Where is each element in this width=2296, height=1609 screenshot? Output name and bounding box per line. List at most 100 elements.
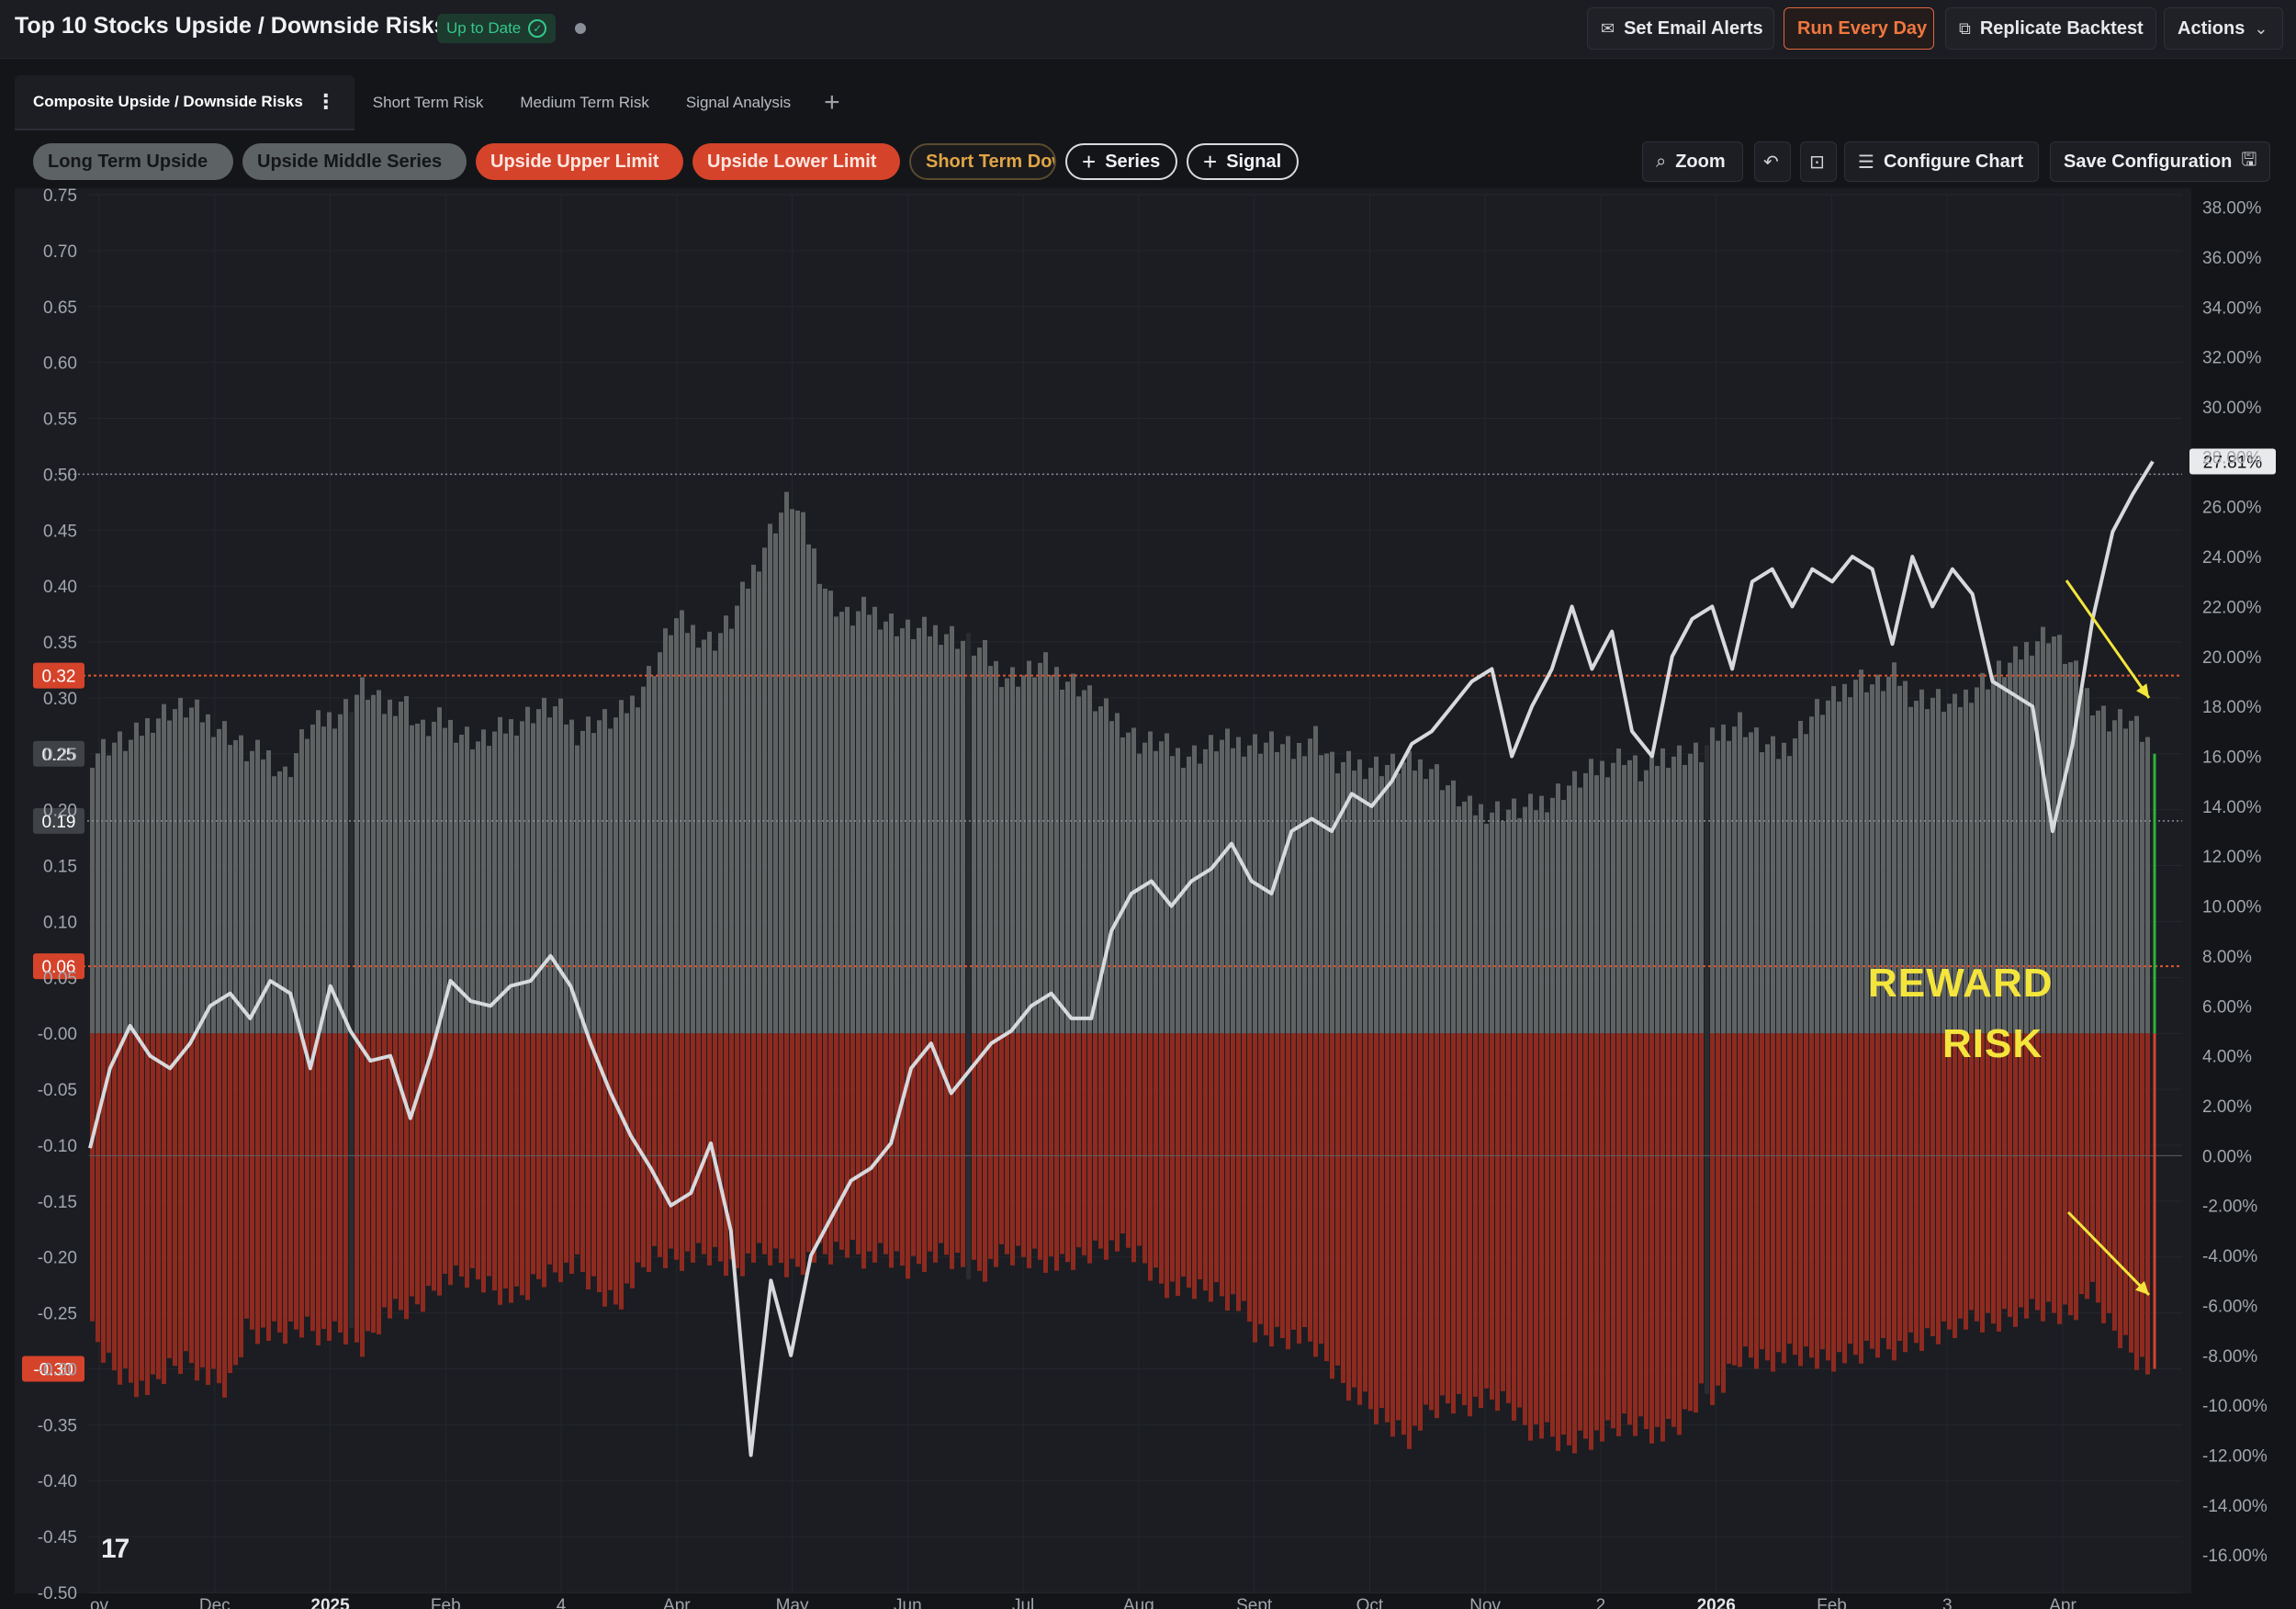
upside-bar <box>856 611 861 1034</box>
sliders-icon: ☰ <box>1858 152 1874 173</box>
downside-bar <box>586 1033 591 1290</box>
downside-bar <box>1302 1033 1307 1328</box>
upside-bar <box>1638 781 1643 1034</box>
downside-bar <box>1859 1033 1863 1364</box>
downside-bar <box>691 1033 695 1263</box>
upside-bar <box>1616 748 1621 1034</box>
tab-short-term-risk[interactable]: Short Term Risk <box>355 75 502 130</box>
downside-bar <box>465 1033 469 1288</box>
downside-bar <box>1958 1033 1963 1319</box>
downside-bar <box>1341 1033 1345 1383</box>
series-chip-short-term-dow[interactable]: Short Term Dow <box>909 143 1056 180</box>
configure-chart-button[interactable]: ☰ Configure Chart <box>1844 141 2039 182</box>
upside-bar <box>206 714 210 1034</box>
upside-bar <box>470 749 475 1034</box>
downside-bar <box>1473 1033 1478 1397</box>
downside-bar <box>481 1033 486 1293</box>
upside-bar <box>630 695 635 1034</box>
add-tab-icon[interactable]: + <box>824 87 840 118</box>
series-chip-upside-lower-limit[interactable]: Upside Lower Limit <box>692 143 900 180</box>
value-badge-label: -0.30 <box>33 1360 73 1379</box>
undo-button[interactable]: ↶ <box>1754 141 1791 182</box>
left-axis-tick: 0.35 <box>43 634 77 653</box>
upside-bar <box>366 699 370 1034</box>
actions-dropdown[interactable]: Actions ⌄ <box>2164 7 2283 50</box>
series-chip-long-term-upside[interactable]: Long Term Upside <box>33 143 233 180</box>
upside-bar <box>1727 740 1731 1034</box>
set-email-alerts-button[interactable]: ✉ Set Email Alerts <box>1587 7 1774 50</box>
upside-bar <box>591 733 596 1034</box>
series-chip-upside-middle[interactable]: Upside Middle Series <box>242 143 467 180</box>
upside-bar <box>288 777 293 1034</box>
upside-bar <box>503 733 508 1034</box>
x-axis-label: 2025 <box>310 1596 350 1609</box>
series-chip-upside-upper-limit[interactable]: Upside Upper Limit <box>476 143 683 180</box>
downside-bar <box>1269 1033 1274 1347</box>
downside-bar <box>1357 1033 1362 1405</box>
upside-bar <box>1374 756 1379 1034</box>
upside-bar <box>1754 727 1759 1034</box>
add-signal-button[interactable]: + Signal <box>1187 143 1299 180</box>
downside-bar <box>1517 1033 1522 1408</box>
upside-bar <box>1032 677 1037 1034</box>
upside-bar <box>2129 720 2133 1034</box>
downside-bar <box>1727 1033 1731 1364</box>
upside-bar <box>2145 737 2150 1034</box>
zoom-button[interactable]: ⌕ Zoom <box>1642 141 1743 182</box>
upside-bar <box>1170 756 1175 1034</box>
downside-bar <box>421 1033 425 1312</box>
downside-bar <box>746 1033 750 1254</box>
upside-bar <box>283 766 287 1034</box>
right-axis-tick: -8.00% <box>2202 1347 2257 1367</box>
save-configuration-button[interactable]: Save Configuration 🖫 <box>2050 141 2270 182</box>
downside-bar <box>1660 1033 1665 1442</box>
upside-bar <box>1986 689 1990 1034</box>
lock-button[interactable]: ⊡ <box>1800 141 1837 182</box>
upside-bar <box>1677 745 1682 1034</box>
downside-bar <box>2052 1033 2056 1313</box>
downside-bar <box>575 1033 580 1255</box>
upside-bar <box>118 731 122 1034</box>
downside-bar <box>101 1033 106 1363</box>
downside-bar <box>1137 1033 1142 1246</box>
add-signal-label: Signal <box>1226 151 1282 172</box>
upside-bar <box>955 648 960 1034</box>
replicate-backtest-button[interactable]: ⧉ Replicate Backtest <box>1945 7 2156 50</box>
tab-medium-term-risk[interactable]: Medium Term Risk <box>501 75 667 130</box>
downside-bar <box>1209 1033 1213 1302</box>
downside-bar <box>1142 1033 1147 1264</box>
downside-bar <box>178 1033 183 1374</box>
downside-bar <box>1908 1033 1913 1333</box>
upside-bar <box>1991 675 1996 1034</box>
upside-bar <box>382 714 387 1034</box>
upside-bar <box>2074 660 2078 1034</box>
upside-bar <box>1969 703 1974 1034</box>
upside-bar <box>845 606 850 1034</box>
upside-bar <box>1864 692 1869 1034</box>
upside-bar <box>1556 783 1560 1034</box>
x-axis-label: Feb <box>431 1596 461 1609</box>
run-every-day-button[interactable]: Run Every Day <box>1784 7 1934 50</box>
downside-bar <box>806 1033 811 1253</box>
downside-bar <box>2068 1033 2073 1316</box>
upside-bar <box>817 583 822 1034</box>
downside-bar <box>432 1033 436 1291</box>
downside-bar <box>1589 1033 1593 1450</box>
add-series-button[interactable]: + Series <box>1065 143 1177 180</box>
risk-chart[interactable]: 0.32 0.06 0.19 0.25 -0.30 27.81% 0.75 0.70 0.65… <box>0 188 2296 1609</box>
upside-bar <box>250 750 254 1034</box>
x-axis-label: Dec <box>199 1596 231 1609</box>
downside-bar <box>1512 1033 1516 1421</box>
more-vertical-icon[interactable]: ⋮ <box>315 90 336 113</box>
downside-bar <box>355 1033 359 1343</box>
upside-bar <box>1699 761 1704 1034</box>
downside-bar <box>156 1033 161 1379</box>
bars <box>90 491 2150 1454</box>
downside-bar <box>151 1033 155 1375</box>
tab-composite[interactable]: Composite Upside / Downside Risks ⋮ <box>15 75 355 130</box>
upside-bar <box>1468 795 1472 1034</box>
downside-bar <box>382 1033 387 1308</box>
tab-signal-analysis[interactable]: Signal Analysis <box>668 75 809 130</box>
downside-bar <box>834 1033 838 1243</box>
downside-bar <box>647 1033 651 1273</box>
